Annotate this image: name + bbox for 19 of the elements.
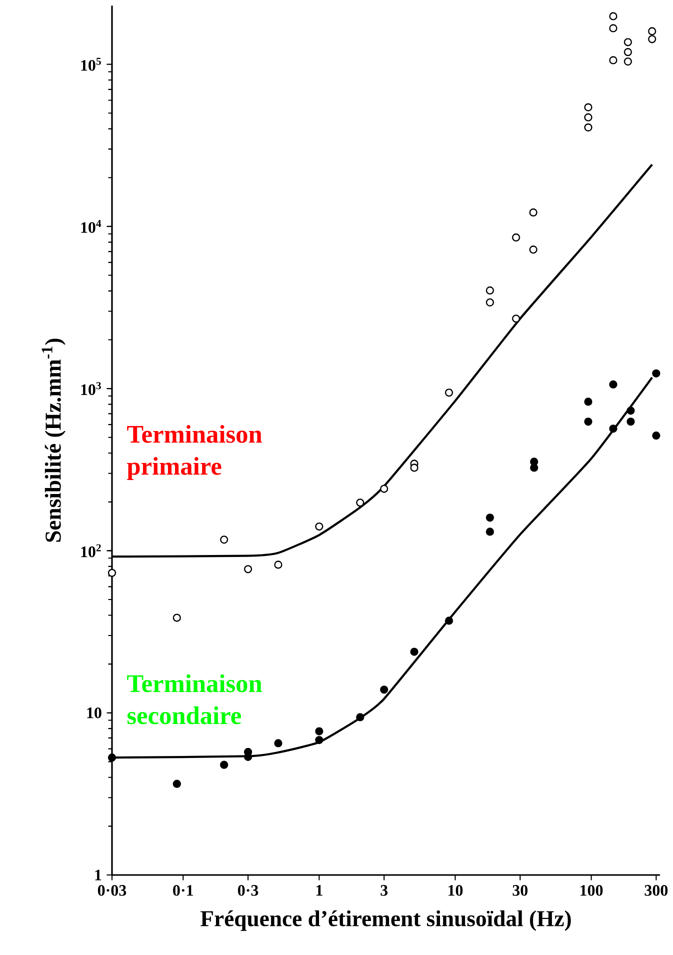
x-tick-label: 30	[512, 885, 528, 896]
x-tick-label: 0·03	[98, 885, 126, 896]
y-tick-label: 10$^{2}$	[81, 544, 101, 558]
x-tick-label: 0·1	[173, 885, 193, 896]
x-tick-label: 300	[644, 885, 668, 896]
y-tick-label: 10$^{3}$	[81, 382, 101, 396]
annotation: Terminaison secondaire	[127, 674, 262, 724]
x-tick-label: 0·3	[238, 885, 258, 896]
y-tick-label: 1	[95, 870, 102, 880]
x-tick-label: 100	[580, 885, 603, 896]
y-axis-title: Sensibilité (Hz.mm$^{-1}$)	[42, 338, 66, 542]
y-tick-label: 10$^{4}$	[81, 220, 102, 233]
y-tick-label: 10$^{5}$	[81, 58, 101, 71]
x-tick-label: 10	[448, 885, 463, 896]
x-tick-label: 1	[316, 885, 322, 896]
x-tick-label: 3	[380, 885, 388, 896]
annotation: Terminaison primaire	[127, 425, 262, 480]
y-tick-label: 10	[87, 707, 102, 718]
x-axis-title: Fréquence d’étirement sinusoïdal (Hz)	[200, 910, 571, 931]
